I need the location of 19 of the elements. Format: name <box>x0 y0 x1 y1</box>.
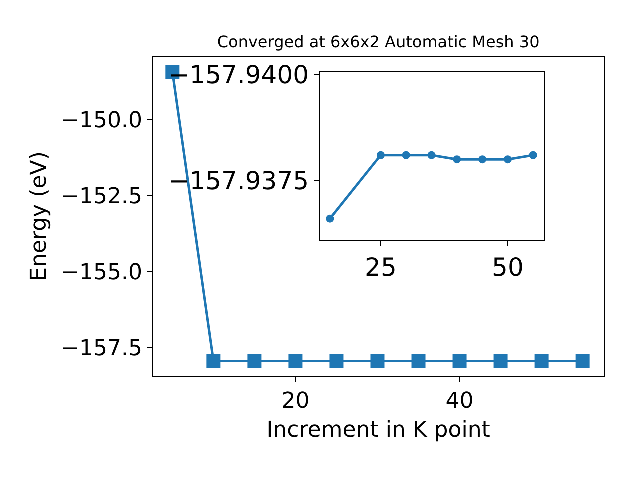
x-axis-title: Increment in K point <box>266 418 491 444</box>
y-tick-label: −152.5 <box>61 184 143 210</box>
x-tick-label: 40 <box>446 389 474 414</box>
point <box>529 151 538 160</box>
point <box>376 151 385 160</box>
point <box>402 151 410 160</box>
x-tick-label: 50 <box>492 253 524 282</box>
point <box>326 214 334 223</box>
point <box>504 156 512 164</box>
x-tick-label: 20 <box>282 389 310 414</box>
point <box>428 151 436 160</box>
x-tick-label: 25 <box>365 253 397 282</box>
chart-title: Converged at 6x6x2 Automatic Mesh 30 <box>217 32 540 52</box>
y-tick-label: −157.5 <box>61 336 143 362</box>
y-tick-label: −155.0 <box>61 260 143 286</box>
point <box>453 156 462 164</box>
point <box>478 156 487 164</box>
y-axis-title: Energy (eV) <box>26 152 52 282</box>
y-tick-label: −150.0 <box>61 108 143 134</box>
